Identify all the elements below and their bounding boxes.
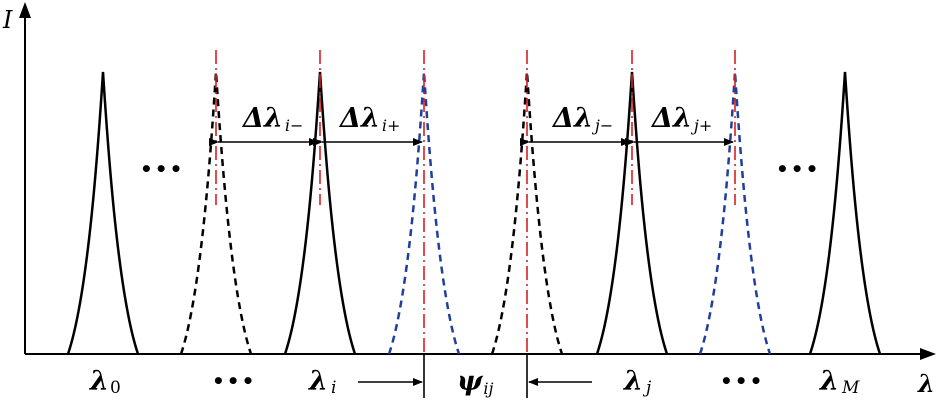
label-lambda0-symbol: λ	[89, 366, 109, 397]
peak-dashed-before-i	[179, 71, 253, 355]
label-delta-j-minus-symbol: Δλ	[551, 103, 593, 134]
peaks	[66, 71, 882, 355]
spacing-labels: Δλ i− Δλ i+ Δλ j− Δλ j+	[241, 103, 712, 135]
label-delta-j-plus: Δλ j+	[650, 103, 712, 135]
ellipsis-upper-left: •••	[140, 157, 184, 181]
label-lambdaM-sub: M	[841, 378, 860, 398]
label-lambda-j-sub: j	[642, 378, 652, 398]
ellipses: ••• ••• ••• •••	[140, 157, 820, 393]
center-lines	[215, 50, 736, 354]
ellipsis-lower-left: •••	[212, 369, 256, 393]
label-lambda-j-symbol: λ	[623, 366, 643, 397]
label-delta-j-minus: Δλ j−	[551, 103, 613, 135]
label-lambda-i-symbol: λ	[308, 366, 328, 397]
label-delta-i-minus-sub: i−	[285, 116, 304, 135]
label-delta-i-plus: Δλ i+	[338, 103, 400, 135]
label-delta-i-plus-sub: i+	[382, 116, 401, 135]
y-axis-arrow	[19, 2, 31, 18]
peak-dashed-before-j	[490, 71, 564, 355]
peak-lambda0	[66, 71, 140, 355]
peak-blue-dashed-after-i	[387, 71, 461, 355]
label-lambda0-sub: 0	[110, 378, 121, 398]
y-axis-label: I	[2, 6, 13, 34]
label-psi-symbol: ψ	[457, 366, 484, 397]
psi-region	[358, 354, 592, 398]
label-lambdaM-symbol: λ	[819, 366, 839, 397]
label-lambda-i-sub: i	[331, 378, 336, 398]
label-delta-i-plus-symbol: Δλ	[338, 103, 380, 134]
peak-lambda-i	[283, 71, 357, 355]
ellipsis-lower-right: •••	[720, 369, 764, 393]
peak-lambdaM	[808, 71, 882, 355]
peak-blue-dashed-after-j	[698, 71, 772, 355]
peak-lambda-j	[595, 71, 669, 355]
label-delta-j-minus-sub: j−	[592, 116, 613, 135]
label-delta-j-plus-symbol: Δλ	[650, 103, 692, 134]
x-axis-arrow	[920, 348, 936, 360]
ellipsis-upper-right: •••	[776, 157, 820, 181]
label-delta-j-plus-sub: j+	[691, 116, 712, 135]
label-psi-sub: ij	[483, 379, 493, 398]
label-psi-ij: ψij	[457, 366, 494, 398]
label-delta-i-minus-symbol: Δλ	[241, 103, 283, 134]
label-lambda0: λ0	[89, 366, 121, 398]
x-axis-label: λ	[917, 369, 935, 398]
label-delta-i-minus: Δλ i−	[241, 103, 303, 135]
